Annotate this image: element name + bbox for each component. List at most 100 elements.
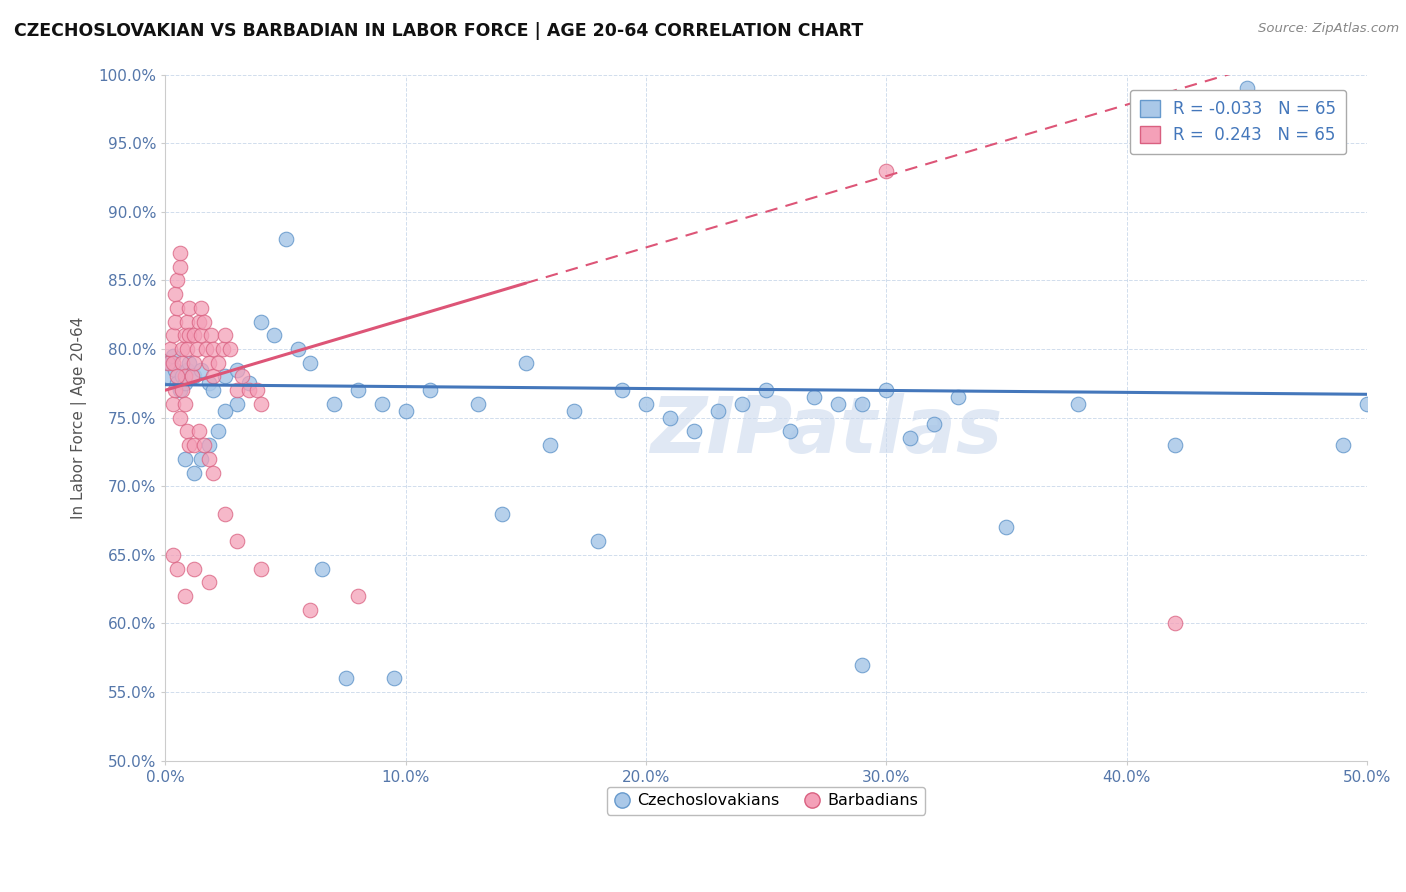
Point: [188, 314, 211, 328]
Point: [162, 548, 184, 562]
Point: [166, 369, 188, 384]
Point: [173, 589, 195, 603]
Point: [231, 369, 253, 384]
Point: [515, 356, 537, 370]
Text: ZIPatlas: ZIPatlas: [650, 393, 1002, 469]
Point: [162, 349, 184, 363]
Point: [263, 328, 285, 343]
Point: [190, 328, 212, 343]
Point: [1163, 438, 1185, 452]
Point: [803, 390, 825, 404]
Point: [156, 369, 179, 384]
Point: [183, 328, 205, 343]
Point: [924, 417, 946, 432]
Point: [176, 425, 198, 439]
Point: [491, 507, 513, 521]
Point: [298, 356, 321, 370]
Point: [370, 397, 392, 411]
Point: [202, 466, 225, 480]
Legend: Czechoslovakians, Barbadians: Czechoslovakians, Barbadians: [607, 787, 925, 814]
Point: [166, 376, 188, 391]
Point: [207, 425, 229, 439]
Point: [322, 397, 344, 411]
Point: [659, 410, 682, 425]
Point: [226, 383, 249, 397]
Point: [183, 356, 205, 370]
Point: [197, 575, 219, 590]
Point: [172, 342, 194, 356]
Point: [851, 397, 873, 411]
Point: [173, 376, 195, 391]
Point: [875, 163, 897, 178]
Point: [186, 342, 208, 356]
Point: [172, 369, 194, 384]
Point: [183, 438, 205, 452]
Point: [1067, 397, 1090, 411]
Point: [219, 342, 242, 356]
Point: [948, 390, 970, 404]
Point: [176, 314, 198, 328]
Point: [214, 403, 236, 417]
Point: [346, 383, 368, 397]
Point: [180, 369, 202, 384]
Point: [731, 397, 754, 411]
Point: [226, 534, 249, 549]
Point: [162, 356, 184, 370]
Point: [193, 438, 215, 452]
Point: [212, 342, 235, 356]
Point: [176, 342, 198, 356]
Point: [827, 397, 849, 411]
Point: [179, 438, 201, 452]
Point: [250, 397, 273, 411]
Point: [246, 383, 269, 397]
Point: [173, 328, 195, 343]
Point: [173, 397, 195, 411]
Point: [538, 438, 561, 452]
Point: [173, 451, 195, 466]
Point: [183, 369, 205, 384]
Point: [346, 589, 368, 603]
Text: CZECHOSLOVAKIAN VS BARBADIAN IN LABOR FORCE | AGE 20-64 CORRELATION CHART: CZECHOSLOVAKIAN VS BARBADIAN IN LABOR FO…: [14, 22, 863, 40]
Point: [169, 246, 191, 260]
Point: [162, 397, 184, 411]
Point: [1331, 438, 1354, 452]
Y-axis label: In Labor Force | Age 20-64: In Labor Force | Age 20-64: [72, 317, 87, 519]
Point: [179, 328, 201, 343]
Point: [851, 657, 873, 672]
Point: [202, 369, 225, 384]
Point: [382, 672, 405, 686]
Point: [172, 356, 194, 370]
Point: [226, 397, 249, 411]
Point: [159, 356, 181, 370]
Point: [195, 342, 218, 356]
Point: [214, 369, 236, 384]
Point: [226, 362, 249, 376]
Point: [610, 383, 633, 397]
Point: [419, 383, 441, 397]
Point: [200, 328, 222, 343]
Point: [169, 260, 191, 274]
Point: [274, 232, 297, 246]
Point: [197, 376, 219, 391]
Point: [163, 383, 186, 397]
Point: [197, 438, 219, 452]
Point: [875, 383, 897, 397]
Point: [202, 342, 225, 356]
Point: [395, 403, 418, 417]
Text: Source: ZipAtlas.com: Source: ZipAtlas.com: [1258, 22, 1399, 36]
Point: [214, 328, 236, 343]
Point: [169, 383, 191, 397]
Point: [169, 410, 191, 425]
Point: [779, 425, 801, 439]
Point: [190, 451, 212, 466]
Point: [179, 356, 201, 370]
Point: [188, 425, 211, 439]
Point: [335, 672, 357, 686]
Point: [173, 369, 195, 384]
Point: [755, 383, 778, 397]
Point: [238, 376, 260, 391]
Point: [898, 431, 921, 445]
Point: [197, 451, 219, 466]
Point: [163, 314, 186, 328]
Point: [197, 356, 219, 370]
